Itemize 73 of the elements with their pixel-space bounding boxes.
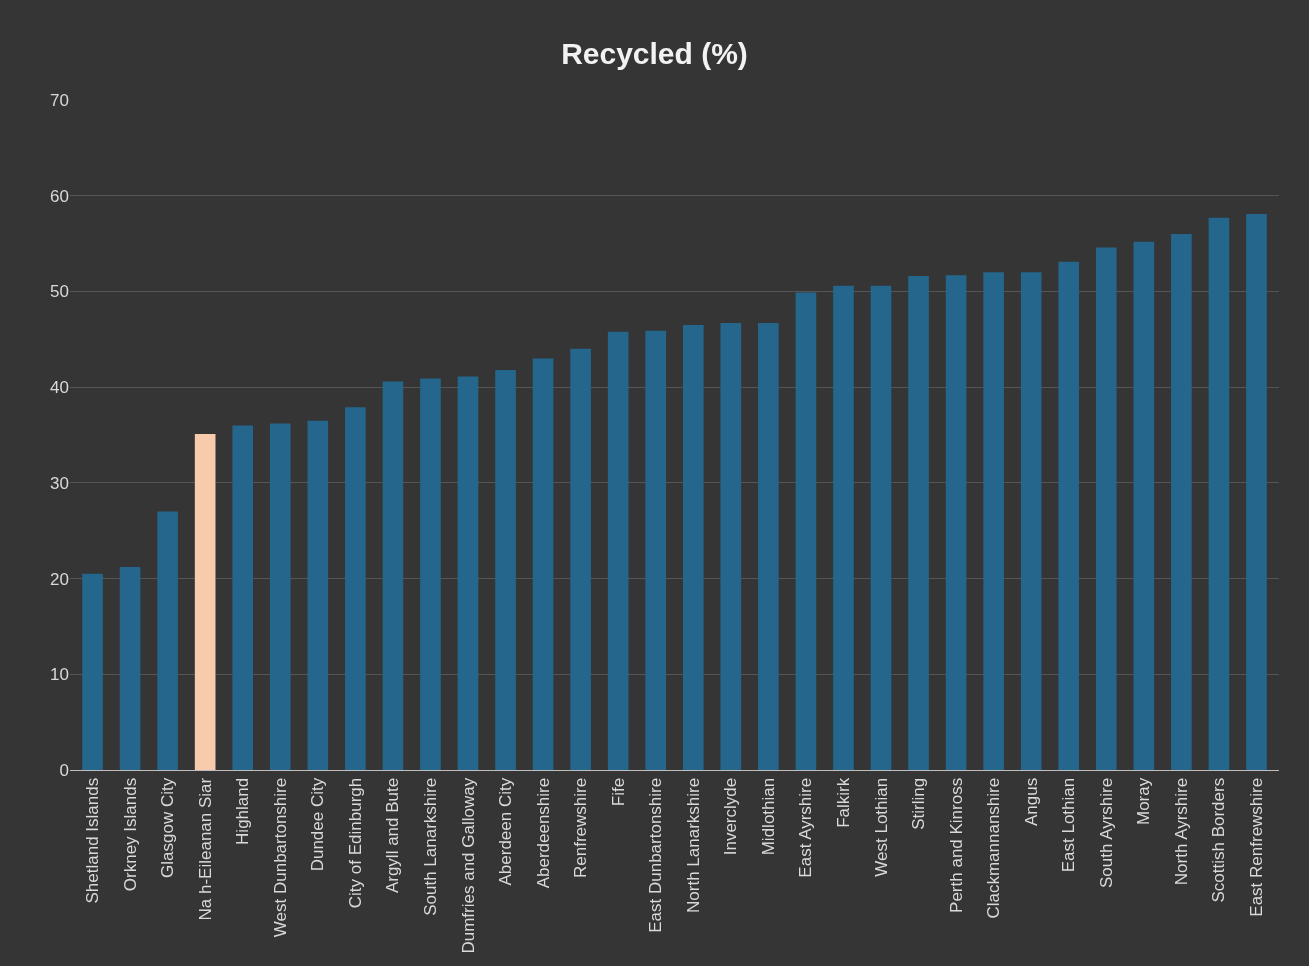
x-tick-label: Midlothian [758,777,778,856]
x-tick-label: West Lothian [871,777,891,877]
bar [82,573,103,770]
bar [1246,213,1267,770]
bar [1171,234,1192,770]
x-tick-label: Inverclyde [721,777,741,856]
bar [758,323,779,770]
x-tick-label: North Ayrshire [1171,777,1191,886]
bar [495,369,516,770]
x-tick-label: Shetland Islands [83,777,103,904]
bar [345,407,366,770]
x-tick-label: Na h-Eileanan Siar [195,777,215,921]
x-tick-label: East Ayrshire [796,777,816,878]
bar [269,423,291,770]
bar [795,292,817,770]
y-tick-label: 10 [50,665,69,685]
bar [232,425,254,770]
bar [307,420,329,770]
x-tick-label: Stirling [909,777,929,830]
bar [1133,241,1155,770]
bar [194,434,216,770]
y-tick-label: 30 [50,473,69,493]
y-tick-label: 50 [50,282,69,302]
x-tick-label: South Lanarkshire [420,777,440,916]
bar [382,381,404,770]
bar [908,276,929,770]
bar [983,272,1004,770]
x-tick-label: Dumfries and Galloway [458,777,478,954]
x-tick-label: Perth and Kinross [946,777,966,913]
y-tick-label: 70 [50,90,69,110]
bar [682,324,704,770]
bar [833,285,854,770]
bar [720,323,742,770]
bar [157,511,178,770]
x-tick-label: Falkirk [833,777,853,828]
x-tick-label: City of Edinburgh [345,777,365,909]
y-tick-label: 60 [50,186,69,206]
x-tick-label: Moray [1134,777,1154,826]
x-tick-label: East Dunbartonshire [646,777,666,933]
y-tick-label: 0 [59,760,69,780]
bar [119,567,141,770]
y-tick-label: 20 [50,569,69,589]
bar [945,275,967,770]
y-tick-label: 40 [50,378,69,398]
x-tick-label: East Lothian [1059,777,1079,873]
bar [1208,217,1230,770]
chart-title: Recycled (%) [561,37,748,71]
x-tick-label: East Renfrewshire [1246,777,1266,917]
bar [532,358,554,770]
x-tick-label: North Lanarkshire [683,777,703,913]
x-tick-label: Clackmannanshire [984,777,1004,919]
bar [570,348,591,770]
x-tick-label: South Ayrshire [1096,777,1116,889]
x-tick-label: Renfrewshire [571,777,591,878]
x-tick-label: Argyll and Bute [383,777,403,894]
x-tick-label: Angus [1021,777,1041,826]
bar [457,376,479,770]
x-tick-label: Dundee City [308,777,328,872]
bar [1095,247,1117,770]
x-tick-label: Aberdeen City [496,777,516,886]
bar [1020,272,1042,770]
x-tick-label: Scottish Borders [1209,777,1229,903]
x-tick-label: Fife [608,777,628,807]
x-tick-label: Aberdeenshire [533,777,553,889]
bar [1058,261,1080,770]
x-tick-label: Highland [233,777,253,845]
bar [607,331,629,770]
bar [420,378,441,770]
x-tick-label: Orkney Islands [120,777,140,892]
bar [870,285,892,770]
x-tick-label: Glasgow City [158,777,178,878]
x-tick-label: West Dunbartonshire [270,777,290,938]
bar [645,330,667,770]
